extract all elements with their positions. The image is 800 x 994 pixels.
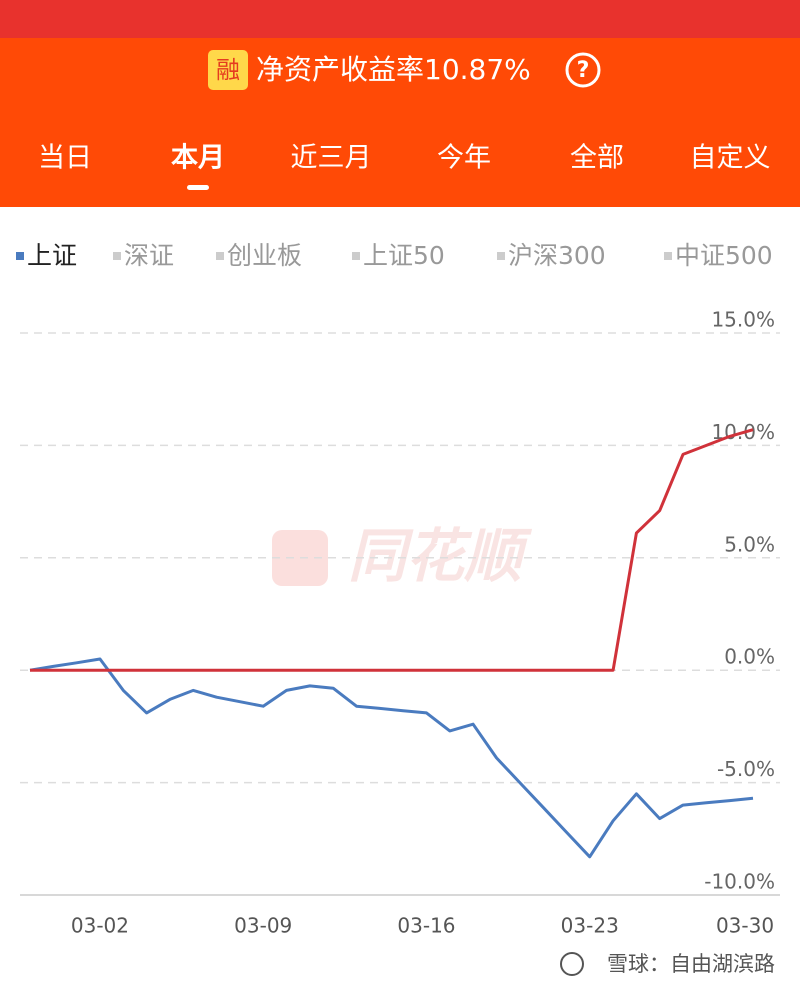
tab[interactable]: 近三月	[291, 143, 372, 174]
tab-indicator	[187, 185, 209, 190]
header	[0, 38, 800, 207]
tab[interactable]: 全部	[570, 143, 624, 174]
legend-swatch	[16, 252, 24, 260]
x-tick-label: 03-09	[234, 914, 292, 938]
y-tick-label: -5.0%	[717, 757, 775, 781]
badge: 融	[216, 56, 240, 84]
y-tick-label: 0.0%	[724, 645, 775, 669]
y-tick-label: -10.0%	[704, 870, 775, 894]
legend: 上证 深证 创业板 上证50 沪深300 中证500	[16, 241, 773, 270]
legend-swatch	[497, 252, 505, 260]
legend-entry[interactable]: 上证	[27, 241, 77, 270]
tabs: 当日 本月 近三月 今年 全部 自定义	[38, 143, 771, 190]
legend-swatch	[216, 252, 224, 260]
x-tick-label: 03-23	[561, 914, 619, 938]
series-line	[30, 428, 754, 672]
legend-swatch	[113, 252, 121, 260]
y-tick-label: 5.0%	[724, 532, 775, 556]
footer: 雪球：自由湖滨路	[607, 952, 775, 976]
watermark: 同花顺	[272, 522, 533, 590]
legend-entry[interactable]: 中证500	[675, 241, 773, 270]
y-tick-label: 15.0%	[711, 308, 775, 332]
x-tick-label: 03-30	[716, 914, 774, 938]
badge-bg	[208, 50, 248, 90]
legend-swatch	[664, 252, 672, 260]
legend-entry[interactable]: 上证50	[363, 241, 445, 270]
help[interactable]: ?	[577, 58, 590, 83]
title: 净资产收益率10.87%	[256, 53, 531, 86]
help-icon[interactable]	[565, 52, 601, 88]
x-tick-label: 03-16	[397, 914, 455, 938]
watermark-text: 同花顺	[348, 522, 533, 590]
footer-icon	[560, 952, 584, 976]
legend-entry[interactable]: 沪深300	[508, 241, 606, 270]
chart: 15.0%10.0%5.0%0.0%-5.0%-10.0%03-02 03-09 0…	[20, 308, 780, 938]
series-line	[29, 657, 754, 859]
tab[interactable]: 本月	[171, 143, 225, 174]
legend-swatch	[352, 252, 360, 260]
legend-entry[interactable]: 深证	[124, 241, 174, 270]
tab[interactable]: 自定义	[690, 143, 771, 174]
x-tick-label: 03-02	[71, 914, 129, 938]
tab[interactable]: 今年	[437, 143, 491, 174]
tab[interactable]: 当日	[38, 143, 92, 174]
legend-entry[interactable]: 创业板	[227, 241, 302, 270]
top-bar	[0, 0, 800, 38]
